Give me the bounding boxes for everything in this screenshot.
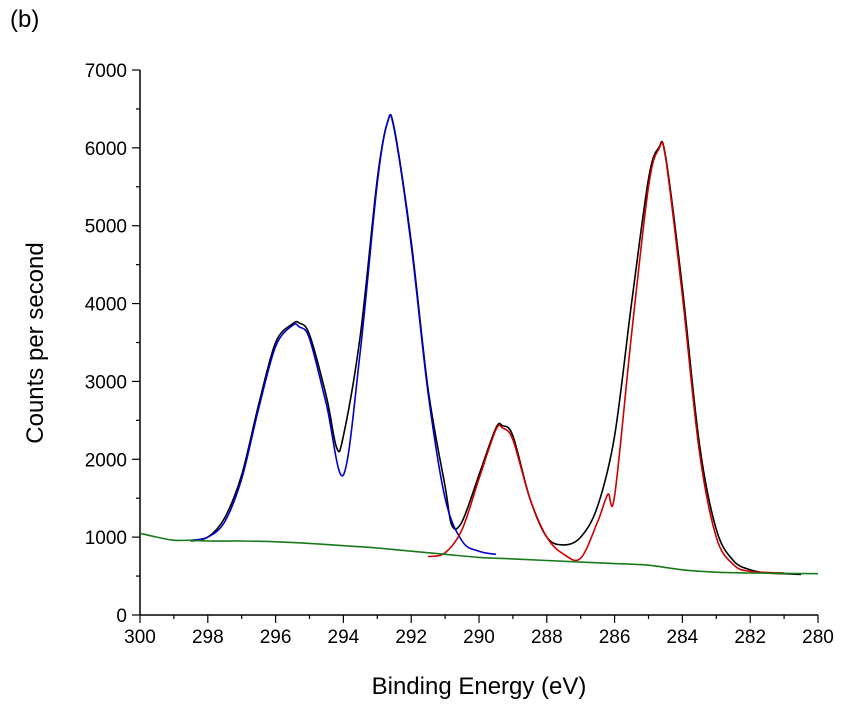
x-tick-label: 300	[124, 627, 156, 648]
axes: 300 298 296 294 292 290 288 286 284 282 280 0 1000 20…	[85, 61, 834, 648]
x-tick-label: 298	[192, 627, 224, 648]
measured-spectrum-line	[190, 113, 802, 576]
y-tick-label: 1000	[85, 528, 127, 549]
y-tick-label: 4000	[85, 295, 127, 316]
x-tick-label: 290	[463, 627, 495, 648]
y-tick-label: 6000	[85, 139, 127, 160]
fit-peak-blue-line	[190, 114, 497, 556]
panel-label: (b)	[10, 6, 40, 33]
x-tick-label: 296	[260, 627, 292, 648]
x-tick-label: 282	[734, 627, 766, 648]
x-axis-title: Binding Energy (eV)	[372, 673, 587, 700]
x-tick-label: 292	[395, 627, 427, 648]
background-line	[139, 532, 819, 575]
y-tick-label: 3000	[85, 372, 127, 393]
x-tick-label: 284	[667, 627, 699, 648]
series-group	[139, 113, 819, 576]
y-tick-label: 2000	[85, 450, 127, 471]
fit-peak-red-line	[427, 141, 785, 574]
x-tick-label: 288	[531, 627, 563, 648]
y-tick-label: 7000	[85, 61, 127, 82]
y-tick-label: 0	[116, 606, 127, 627]
x-tick-label: 280	[802, 627, 834, 648]
y-tick-label: 5000	[85, 217, 127, 238]
x-tick-label: 286	[599, 627, 631, 648]
x-tick-label: 294	[328, 627, 360, 648]
y-axis-title: Counts per second	[22, 242, 49, 443]
